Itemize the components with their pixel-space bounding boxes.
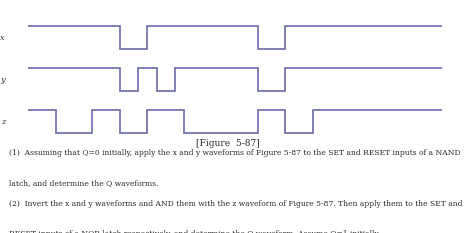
Text: y: y [0, 76, 5, 84]
Text: RESET inputs of a NOR latch respectively, and determine the Q waveform. Assume Q: RESET inputs of a NOR latch respectively… [9, 230, 381, 233]
Text: latch, and determine the Q waveforms.: latch, and determine the Q waveforms. [9, 179, 159, 187]
Text: z: z [0, 118, 5, 126]
Text: (2)  Invert the x and y waveforms and AND them with the z waveform of Figure 5-8: (2) Invert the x and y waveforms and AND… [9, 200, 463, 208]
Text: x: x [0, 34, 5, 41]
Text: [Figure  5-87]: [Figure 5-87] [196, 139, 260, 147]
Text: (1)  Assuming that Q=0 initially, apply the x and y waveforms of Figure 5-87 to : (1) Assuming that Q=0 initially, apply t… [9, 149, 461, 157]
